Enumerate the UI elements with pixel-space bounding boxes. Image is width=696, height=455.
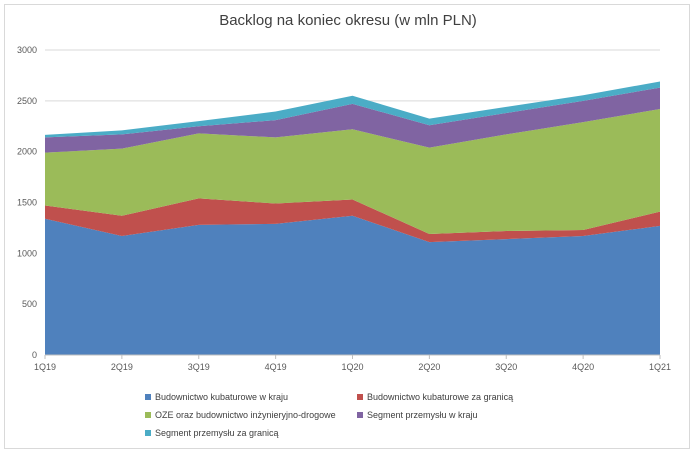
chart-legend: Budownictwo kubaturowe w kraju Budownictw… <box>0 384 696 448</box>
legend-item: Budownictwo kubaturowe w kraju <box>145 392 288 402</box>
axes: 0 500 1000 1500 2000 2500 3000 1Q19 2Q19 3Q19 4Q19… <box>17 45 671 372</box>
y-tick-label: 500 <box>22 299 37 309</box>
x-tick-label: 2Q19 <box>111 362 133 372</box>
x-tick-label: 3Q20 <box>495 362 517 372</box>
x-tick-label: 4Q19 <box>265 362 287 372</box>
area-series-1 <box>45 215 660 355</box>
area-series-3 <box>45 108 660 235</box>
legend-item: Segment przemysłu za granicą <box>145 428 279 438</box>
legend-swatch <box>145 394 151 400</box>
legend-label: Segment przemysłu za granicą <box>155 428 279 438</box>
x-tick-label: 1Q20 <box>341 362 363 372</box>
x-tick-label: 3Q19 <box>188 362 210 372</box>
stacked-areas <box>45 81 660 355</box>
legend-label: Budownictwo kubaturowe za granicą <box>367 392 514 402</box>
y-tick-label: 2000 <box>17 147 37 157</box>
y-tick-label: 2500 <box>17 96 37 106</box>
x-tick-label: 1Q19 <box>34 362 56 372</box>
legend-label: Segment przemysłu w kraju <box>367 410 478 420</box>
area-series-2 <box>45 198 660 243</box>
y-tick-label: 0 <box>32 350 37 360</box>
area-series-4 <box>45 87 660 153</box>
legend-label: Budownictwo kubaturowe w kraju <box>155 392 289 402</box>
legend-swatch <box>145 412 151 418</box>
legend-swatch <box>357 394 363 400</box>
legend-item: OZE oraz budownictwo inżynieryjno-drogow… <box>145 410 336 420</box>
legend-item: Segment przemysłu w kraju <box>357 410 478 420</box>
x-tick-label: 2Q20 <box>418 362 440 372</box>
chart-title: Backlog na koniec okresu (w mln PLN) <box>219 12 477 29</box>
legend-swatch <box>145 430 151 436</box>
legend-label: OZE oraz budownictwo inżynieryjno-drogow… <box>155 410 336 420</box>
area-series-5 <box>45 81 660 138</box>
x-tick-label: 1Q21 <box>649 362 671 372</box>
legend-item: Budownictwo kubaturowe za granicą <box>357 392 513 402</box>
x-tick-label: 4Q20 <box>572 362 594 372</box>
y-tick-label: 3000 <box>17 45 37 55</box>
y-tick-label: 1500 <box>17 198 37 208</box>
legend-swatch <box>357 412 363 418</box>
y-tick-label: 1000 <box>17 248 37 258</box>
